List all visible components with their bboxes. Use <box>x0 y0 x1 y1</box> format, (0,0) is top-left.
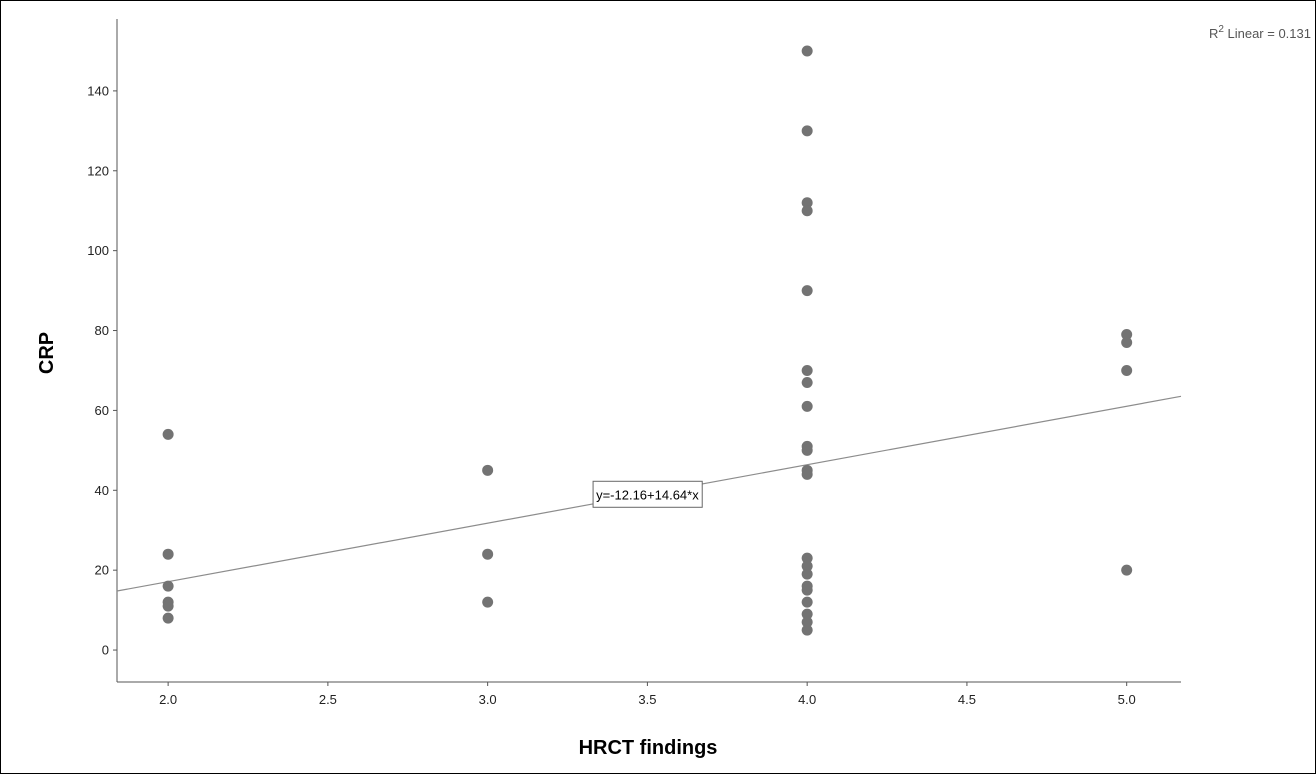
data-point <box>801 552 813 564</box>
data-point <box>1121 364 1133 376</box>
data-point <box>162 600 174 612</box>
data-point <box>801 45 813 57</box>
data-point <box>482 596 494 608</box>
y-tick-label: 140 <box>87 83 109 98</box>
data-point <box>482 464 494 476</box>
data-point <box>801 560 813 572</box>
x-axis-title: HRCT findings <box>579 737 718 759</box>
y-axis-title: CRP <box>36 332 58 374</box>
y-tick-label: 80 <box>95 323 109 338</box>
x-tick-label: 3.5 <box>638 692 656 707</box>
data-point <box>801 608 813 620</box>
y-tick-label: 40 <box>95 483 109 498</box>
data-point <box>162 428 174 440</box>
data-point <box>162 548 174 560</box>
r2-superscript: 2 <box>1218 24 1224 35</box>
data-point <box>1121 337 1133 349</box>
data-point <box>1121 329 1133 341</box>
data-point <box>801 584 813 596</box>
data-point <box>801 125 813 137</box>
r2-value: Linear = 0.131 <box>1224 26 1311 41</box>
y-tick-label: 120 <box>87 163 109 178</box>
data-point <box>801 616 813 628</box>
y-tick-label: 100 <box>87 243 109 258</box>
y-tick-label: 0 <box>102 643 109 658</box>
data-point <box>482 548 494 560</box>
y-tick-label: 60 <box>95 403 109 418</box>
data-point <box>801 364 813 376</box>
x-tick-label: 4.0 <box>798 692 816 707</box>
y-ticks: 0 20 40 60 80 100 120 140 <box>87 83 117 658</box>
data-point <box>801 596 813 608</box>
x-tick-label: 2.0 <box>159 692 177 707</box>
data-point <box>801 205 813 217</box>
y-tick-label: 20 <box>95 563 109 578</box>
data-point <box>801 444 813 456</box>
regression-equation-box <box>592 480 703 508</box>
data-point <box>162 612 174 624</box>
data-point <box>801 197 813 209</box>
data-point <box>801 468 813 480</box>
r2-linear-label: R2 Linear = 0.131 <box>1209 24 1311 41</box>
data-point <box>801 624 813 636</box>
data-points <box>162 45 1133 636</box>
axes <box>116 19 1181 683</box>
data-point <box>801 400 813 412</box>
data-point <box>1121 564 1133 576</box>
x-tick-label: 5.0 <box>1118 692 1136 707</box>
data-point <box>801 285 813 297</box>
regression-equation-label: y=-12.16+14.64*x <box>592 480 703 508</box>
x-ticks: 2.0 2.5 3.0 3.5 4.0 4.5 5.0 <box>159 682 1136 707</box>
r2-prefix: R <box>1209 26 1218 41</box>
x-tick-label: 2.5 <box>319 692 337 707</box>
x-tick-label: 4.5 <box>958 692 976 707</box>
data-point <box>801 376 813 388</box>
regression-equation-text: y=-12.16+14.64*x <box>596 487 699 502</box>
data-point <box>162 580 174 592</box>
data-point <box>801 568 813 580</box>
x-tick-label: 3.0 <box>479 692 497 707</box>
